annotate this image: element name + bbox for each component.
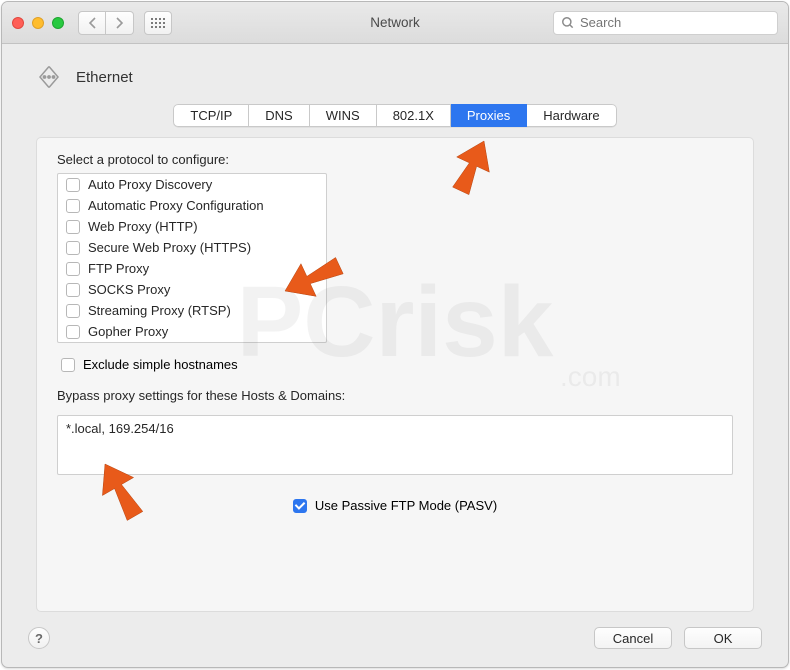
zoom-window-button[interactable] [52, 17, 64, 29]
protocol-label: FTP Proxy [88, 261, 149, 276]
protocol-label: Web Proxy (HTTP) [88, 219, 198, 234]
protocol-checkbox[interactable] [66, 283, 80, 297]
preferences-window: Network Ethernet TCP/IPDNSWINS802.1XProx… [1, 1, 789, 668]
protocol-checkbox[interactable] [66, 325, 80, 339]
nav-buttons [78, 11, 134, 35]
show-all-button[interactable] [144, 11, 172, 35]
tab-hardware[interactable]: Hardware [527, 104, 616, 127]
protocol-checkbox[interactable] [66, 304, 80, 318]
back-button[interactable] [78, 11, 106, 35]
close-window-button[interactable] [12, 17, 24, 29]
protocol-row[interactable]: SOCKS Proxy [58, 279, 326, 300]
protocol-row[interactable]: Secure Web Proxy (HTTPS) [58, 237, 326, 258]
help-button[interactable]: ? [28, 627, 50, 649]
tab-wins[interactable]: WINS [310, 104, 377, 127]
protocol-label: Streaming Proxy (RTSP) [88, 303, 231, 318]
ok-button[interactable]: OK [684, 627, 762, 649]
protocol-label: Auto Proxy Discovery [88, 177, 212, 192]
protocol-row[interactable]: Web Proxy (HTTP) [58, 216, 326, 237]
protocol-label: Secure Web Proxy (HTTPS) [88, 240, 251, 255]
protocol-checkbox[interactable] [66, 241, 80, 255]
exclude-hostnames-checkbox[interactable] [61, 358, 75, 372]
search-input[interactable] [553, 11, 778, 35]
footer-buttons: Cancel OK [594, 627, 762, 649]
cancel-button[interactable]: Cancel [594, 627, 672, 649]
tab-tcpip[interactable]: TCP/IP [173, 104, 249, 127]
bypass-heading: Bypass proxy settings for these Hosts & … [57, 388, 733, 403]
ethernet-icon [34, 62, 64, 92]
protocol-row[interactable]: Auto Proxy Discovery [58, 174, 326, 195]
tabs-container: TCP/IPDNSWINS802.1XProxiesHardware [2, 100, 788, 137]
tab-8021x[interactable]: 802.1X [377, 104, 451, 127]
tab-proxies[interactable]: Proxies [451, 104, 527, 127]
pasv-checkbox[interactable] [293, 499, 307, 513]
protocol-heading: Select a protocol to configure: [57, 152, 733, 167]
protocol-row[interactable]: Gopher Proxy [58, 321, 326, 342]
pasv-row: Use Passive FTP Mode (PASV) [57, 498, 733, 513]
tab-dns[interactable]: DNS [249, 104, 309, 127]
minimize-window-button[interactable] [32, 17, 44, 29]
grid-icon [151, 18, 165, 28]
exclude-hostnames-row: Exclude simple hostnames [61, 357, 733, 372]
protocol-checkbox[interactable] [66, 199, 80, 213]
titlebar: Network [2, 2, 788, 44]
window-controls [12, 17, 64, 29]
exclude-hostnames-label: Exclude simple hostnames [83, 357, 238, 372]
footer: ? Cancel OK [2, 627, 788, 667]
protocol-label: SOCKS Proxy [88, 282, 170, 297]
bypass-textarea[interactable] [57, 415, 733, 475]
protocol-label: Gopher Proxy [88, 324, 168, 339]
forward-button[interactable] [106, 11, 134, 35]
tabs: TCP/IPDNSWINS802.1XProxiesHardware [173, 104, 616, 127]
protocol-checkbox[interactable] [66, 178, 80, 192]
search-wrap [553, 11, 778, 35]
protocol-label: Automatic Proxy Configuration [88, 198, 264, 213]
pasv-label: Use Passive FTP Mode (PASV) [315, 498, 497, 513]
proxies-panel: Select a protocol to configure: Auto Pro… [36, 137, 754, 612]
protocol-checkbox[interactable] [66, 220, 80, 234]
protocol-checkbox[interactable] [66, 262, 80, 276]
protocol-row[interactable]: Automatic Proxy Configuration [58, 195, 326, 216]
protocol-row[interactable]: Streaming Proxy (RTSP) [58, 300, 326, 321]
protocol-row[interactable]: FTP Proxy [58, 258, 326, 279]
protocol-list[interactable]: Auto Proxy Discovery Automatic Proxy Conf… [57, 173, 327, 343]
connection-header: Ethernet [2, 44, 788, 100]
connection-name: Ethernet [76, 69, 133, 86]
